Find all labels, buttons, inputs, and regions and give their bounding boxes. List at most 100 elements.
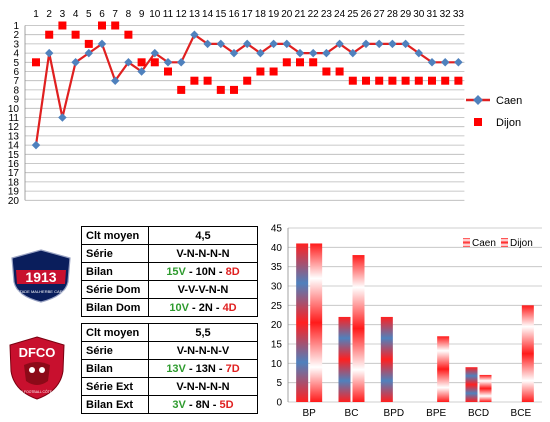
stats-row: Clt moyen 5,5 [81, 323, 258, 342]
caen-point [295, 48, 305, 58]
goals-y-ticks: 0 5 10 15 20 25 30 35 40 45 [271, 224, 283, 409]
ranking-x-tick-label: 3 [60, 9, 66, 20]
dijon-bar [352, 255, 365, 402]
dijon-point [256, 67, 265, 76]
ranking-x-tick-label: 24 [334, 9, 346, 20]
stats-row-label: Série [81, 244, 149, 263]
stats-value-part: - 8N - [185, 398, 220, 411]
caen-point [163, 58, 173, 67]
dijon-bar [310, 243, 323, 402]
legend-dijon-label: Dijon [496, 117, 521, 129]
stats-value-part: - 2N - [188, 301, 223, 314]
dijon-point [348, 76, 357, 85]
ranking-y-tick-label: 6 [13, 67, 19, 78]
stats-row-value: 10V - 2N - 4D [148, 298, 258, 317]
caen-point [440, 58, 450, 67]
goals-y-tick-label: 30 [271, 282, 283, 293]
goals-y-tick-label: 45 [271, 224, 283, 235]
ranking-x-tick-label: 13 [189, 9, 201, 20]
dijon-point [375, 76, 384, 85]
dijon-point [71, 30, 80, 39]
dijon-point [98, 21, 106, 30]
ranking-y-tick-label: 8 [13, 85, 19, 96]
dijon-crest: DFCO DIJON FOOTBALL CÔTE D'OR [9, 336, 65, 400]
goals-y-tick-label: 0 [276, 398, 282, 409]
caen-point [282, 39, 292, 49]
legend-dijon-marker [474, 118, 482, 126]
legend-caen-label: Caen [472, 238, 496, 249]
ranking-x-tick-label: 2 [46, 9, 52, 20]
caen-point [124, 58, 133, 67]
legend-caen-swatch [463, 238, 470, 247]
dijon-point [388, 76, 397, 85]
legend-caen-label: Caen [496, 95, 522, 107]
dijon-point [454, 76, 463, 85]
ranking-x-tick-label: 4 [73, 9, 79, 20]
goals-y-tick-label: 15 [271, 340, 283, 351]
ranking-y-tick-label: 12 [8, 122, 20, 133]
stats-row-value: 5,5 [148, 323, 258, 342]
caen-point [44, 48, 54, 58]
caen-stats-table: Clt moyen 4,5 Série V-N-N-N-N Bilan 15V - 10N… [81, 226, 258, 317]
caen-point [176, 58, 186, 67]
stats-row-label: Clt moyen [81, 323, 149, 342]
dijon-point [401, 76, 410, 85]
goals-x-ticks: BP BC BPD BPE BCD BCE [302, 408, 531, 419]
dijon-point [296, 58, 304, 67]
dijon-point [335, 67, 344, 76]
ranking-x-tick-label: 6 [99, 9, 105, 20]
caen-point [374, 39, 384, 49]
ranking-x-ticks: 1 2 3 4 5 6 7 8 9 10 11 12 13 14 15 16 17 18 19 20 21 22 23 24 2… [33, 9, 464, 20]
ranking-x-tick-label: 10 [149, 9, 161, 20]
caen-point [150, 48, 160, 58]
caen-point [348, 48, 358, 58]
stats-value-part: 7D [225, 362, 240, 375]
stats-row: Bilan 13V - 13N - 7D [81, 359, 258, 378]
stats-value-part: 4D [222, 301, 237, 314]
legend-dijon-label: Dijon [510, 238, 533, 249]
stats-row: Série Dom V-V-V-N-N [81, 280, 258, 299]
ranking-y-tick-label: 14 [8, 141, 20, 152]
stats-row-value: 3V - 8N - 5D [148, 395, 258, 414]
ranking-x-tick-label: 26 [360, 9, 372, 20]
caen-point [110, 76, 120, 85]
ranking-y-tick-label: 3 [13, 39, 19, 50]
goals-x-tick-label: BP [302, 408, 316, 419]
stats-value-part: 5,5 [195, 326, 211, 339]
ranking-y-tick-label: 2 [13, 30, 19, 41]
stats-value-part: 8D [225, 265, 240, 278]
caen-crest-year: 1913 [25, 269, 56, 285]
caen-point [190, 30, 199, 39]
dijon-point [190, 76, 199, 85]
ranking-x-tick-label: 9 [139, 9, 145, 20]
ranking-y-tick-label: 5 [13, 58, 19, 69]
ranking-x-tick-label: 8 [126, 9, 132, 20]
caen-point [229, 48, 239, 58]
dijon-point [58, 21, 67, 30]
stats-row: Série V-N-N-N-V [81, 341, 258, 360]
caen-point [414, 48, 424, 58]
caen-point [256, 48, 265, 58]
dijon-point [322, 67, 331, 76]
caen-point [322, 48, 331, 58]
stats-value-part: 15V [166, 265, 186, 278]
stats-value-part: 3V [172, 398, 186, 411]
dijon-point [230, 85, 238, 94]
ranking-x-tick-label: 16 [228, 9, 240, 20]
ranking-x-tick-label: 15 [215, 9, 227, 20]
legend-caen-marker [473, 95, 483, 105]
stats-value-part: V-N-N-N-V [176, 344, 230, 357]
caen-crest-band [16, 270, 66, 284]
caen-point [71, 58, 80, 67]
caen-point [137, 67, 146, 76]
stats-row: Bilan 15V - 10N - 8D [81, 262, 258, 281]
stats-value-part: V-N-N-N-N [176, 247, 230, 260]
ranking-y-tick-label: 1 [13, 21, 19, 32]
stats-value-part: - 10N - [185, 265, 226, 278]
goals-y-tick-label: 10 [271, 359, 283, 370]
stats-row: Bilan Ext 3V - 8N - 5D [81, 395, 258, 414]
caen-point [454, 58, 463, 67]
stats-row-value: 15V - 10N - 8D [148, 262, 258, 281]
stats-value-part: 5D [219, 398, 234, 411]
dijon-point [124, 30, 133, 39]
